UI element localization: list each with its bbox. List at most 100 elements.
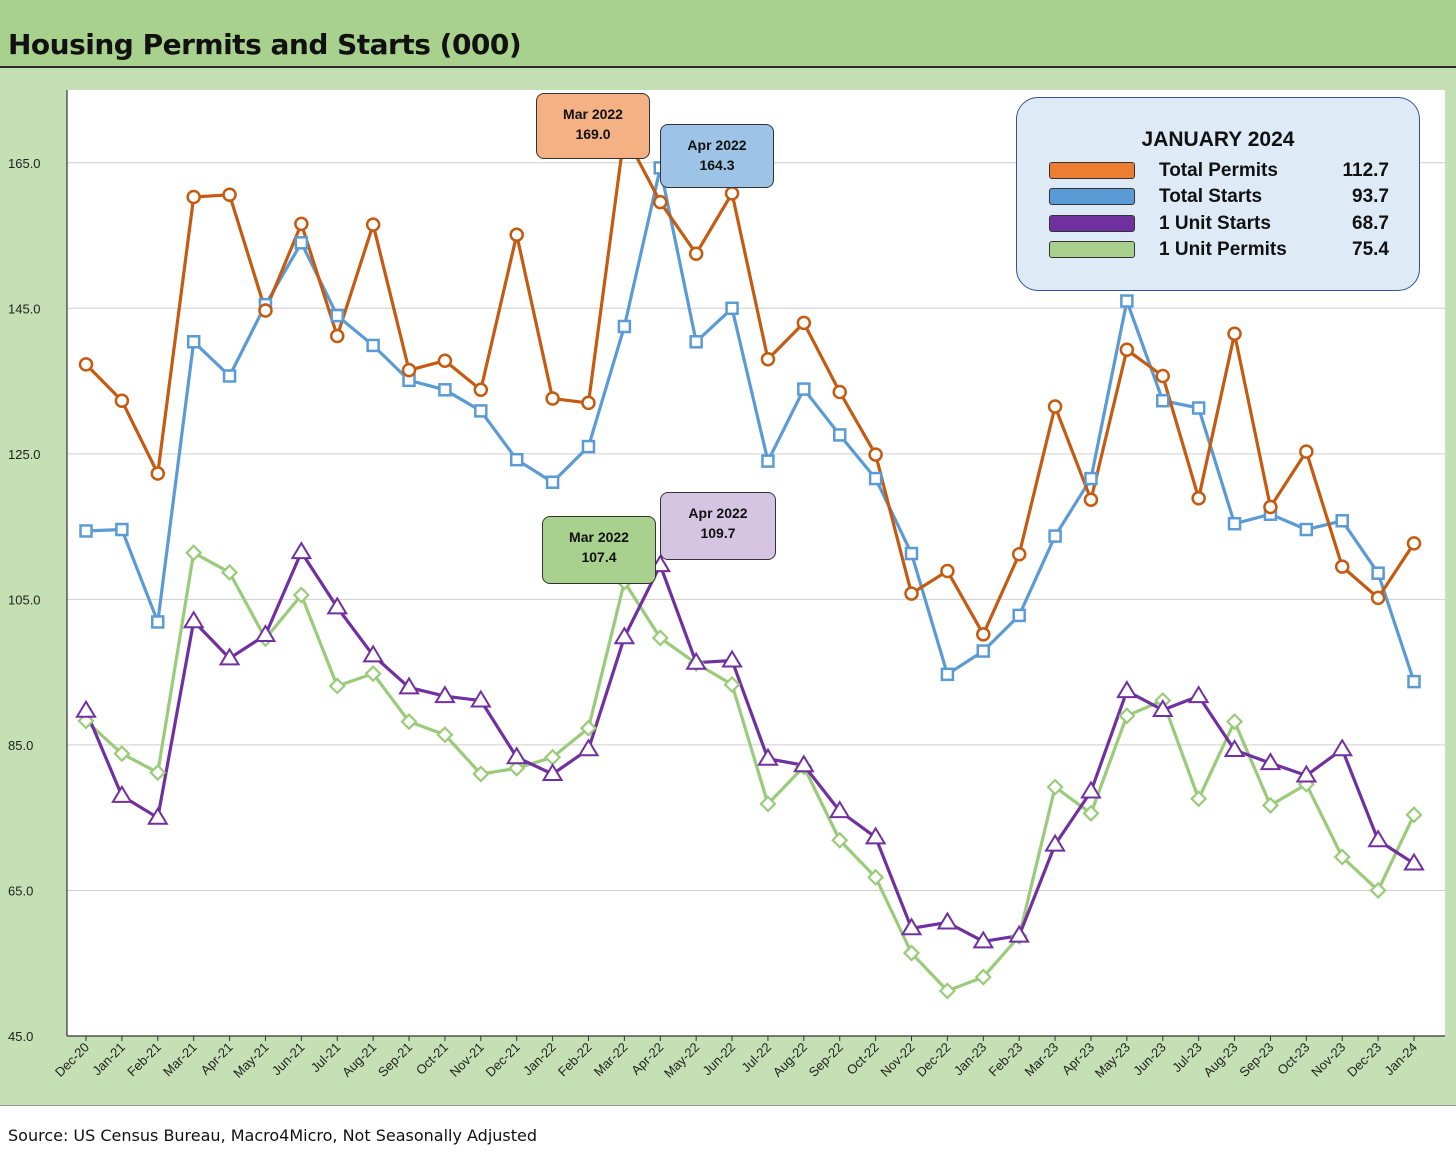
- data-point: [868, 471, 883, 486]
- data-point: [1407, 674, 1421, 689]
- x-axis: Dec-20Jan-21Feb-21Mar-21Apr-21May-21Jun-…: [52, 1035, 1445, 1081]
- data-point: [1405, 806, 1423, 824]
- series-line-1-unit-permits: [84, 551, 1416, 993]
- data-point: [545, 475, 560, 489]
- data-point: [1227, 326, 1242, 342]
- data-point: [761, 454, 775, 468]
- legend-swatch: [1049, 215, 1135, 232]
- data-point: [653, 194, 668, 210]
- legend-label: 1 Unit Permits: [1159, 239, 1287, 260]
- data-point: [1080, 780, 1102, 799]
- legend-value: 75.4: [1352, 239, 1389, 260]
- data-point: [508, 759, 526, 777]
- data-point: [864, 826, 887, 845]
- data-point: [793, 754, 815, 773]
- data-point: [902, 944, 921, 962]
- x-tick-label: Mar-22: [591, 1040, 631, 1080]
- callout-unit-permits-peak: Mar 2022 107.4: [542, 516, 656, 584]
- data-point: [221, 563, 239, 582]
- y-tick-label: 85.0: [8, 738, 33, 753]
- data-point: [757, 747, 779, 766]
- data-point: [292, 586, 310, 604]
- data-point: [330, 308, 344, 323]
- data-point: [1084, 471, 1098, 486]
- data-point: [222, 187, 237, 203]
- data-point: [938, 982, 956, 1000]
- data-point: [436, 726, 454, 744]
- x-tick-label: Nov-22: [877, 1040, 917, 1080]
- data-point: [401, 362, 417, 378]
- x-tick-label: Oct-21: [413, 1040, 451, 1078]
- data-point: [1047, 399, 1063, 414]
- data-point: [437, 353, 453, 368]
- x-tick-label: Aug-21: [339, 1040, 379, 1080]
- data-point: [258, 303, 273, 318]
- data-point: [759, 795, 777, 813]
- callout-value: 169.0: [575, 126, 611, 142]
- y-tick-label: 145.0: [8, 301, 41, 316]
- x-tick-label: Nov-23: [1308, 1040, 1348, 1080]
- callout-unit-starts-peak: Apr 2022 109.7: [660, 492, 776, 560]
- data-point: [1227, 516, 1242, 531]
- x-tick-label: Dec-20: [52, 1040, 92, 1080]
- x-tick-label: Jul-21: [308, 1040, 344, 1076]
- data-point: [1259, 752, 1282, 771]
- data-point: [1371, 566, 1385, 580]
- legend-label: Total Starts: [1159, 186, 1263, 207]
- data-point: [1406, 536, 1422, 551]
- data-point: [113, 745, 131, 763]
- data-point: [545, 391, 560, 406]
- source-note: Source: US Census Bureau, Macro4Micro, N…: [8, 1126, 538, 1145]
- data-point: [1223, 739, 1246, 758]
- data-point: [581, 395, 596, 411]
- x-tick-label: Nov-21: [447, 1040, 487, 1080]
- data-point: [400, 713, 418, 731]
- data-point: [1011, 547, 1027, 562]
- data-point: [362, 644, 384, 663]
- x-tick-label: Feb-23: [986, 1040, 1026, 1080]
- data-point: [1008, 924, 1030, 943]
- callout-date: Apr 2022: [688, 505, 748, 521]
- data-point: [689, 335, 703, 349]
- x-tick-label: Oct-23: [1274, 1040, 1312, 1078]
- data-point: [1369, 881, 1387, 900]
- legend-value: 112.7: [1342, 160, 1390, 181]
- data-point: [222, 369, 237, 383]
- x-tick-label: Jan-22: [520, 1040, 559, 1079]
- data-point: [1370, 590, 1386, 606]
- data-point: [579, 719, 598, 737]
- data-point: [294, 216, 309, 232]
- data-point: [474, 404, 488, 418]
- data-point: [868, 447, 883, 462]
- data-point: [434, 685, 456, 704]
- legend-swatch: [1049, 162, 1135, 179]
- data-point: [1155, 368, 1171, 384]
- data-point: [936, 911, 959, 930]
- legend: JANUARY 2024 Total Permits 112.7 Total S…: [1016, 97, 1420, 291]
- data-point: [1116, 680, 1138, 699]
- series-markers-1-unit-starts: [75, 541, 1425, 949]
- data-point: [1263, 499, 1278, 515]
- x-tick-label: Oct-22: [844, 1040, 882, 1078]
- data-point: [940, 563, 955, 579]
- x-tick-label: May-23: [1092, 1040, 1133, 1081]
- data-point: [867, 868, 885, 886]
- data-point: [218, 647, 241, 666]
- data-point: [1299, 522, 1314, 537]
- data-point: [796, 315, 812, 331]
- callout-value: 107.4: [581, 549, 617, 565]
- data-point: [1120, 294, 1134, 308]
- x-tick-label: Feb-22: [555, 1040, 595, 1080]
- data-point: [254, 624, 277, 643]
- legend-value: 68.7: [1352, 213, 1389, 234]
- x-tick-label: Dec-22: [913, 1040, 953, 1080]
- series-markers-total-permits: [78, 126, 1422, 642]
- legend-title: JANUARY 2024: [1141, 128, 1295, 151]
- data-point: [1151, 699, 1174, 717]
- data-point: [365, 217, 381, 232]
- x-tick-label: May-21: [230, 1040, 271, 1081]
- x-tick-label: Jul-23: [1169, 1040, 1205, 1076]
- x-tick-label: Dec-23: [1344, 1040, 1384, 1080]
- data-point: [79, 524, 93, 538]
- callout-date: Mar 2022: [563, 106, 623, 122]
